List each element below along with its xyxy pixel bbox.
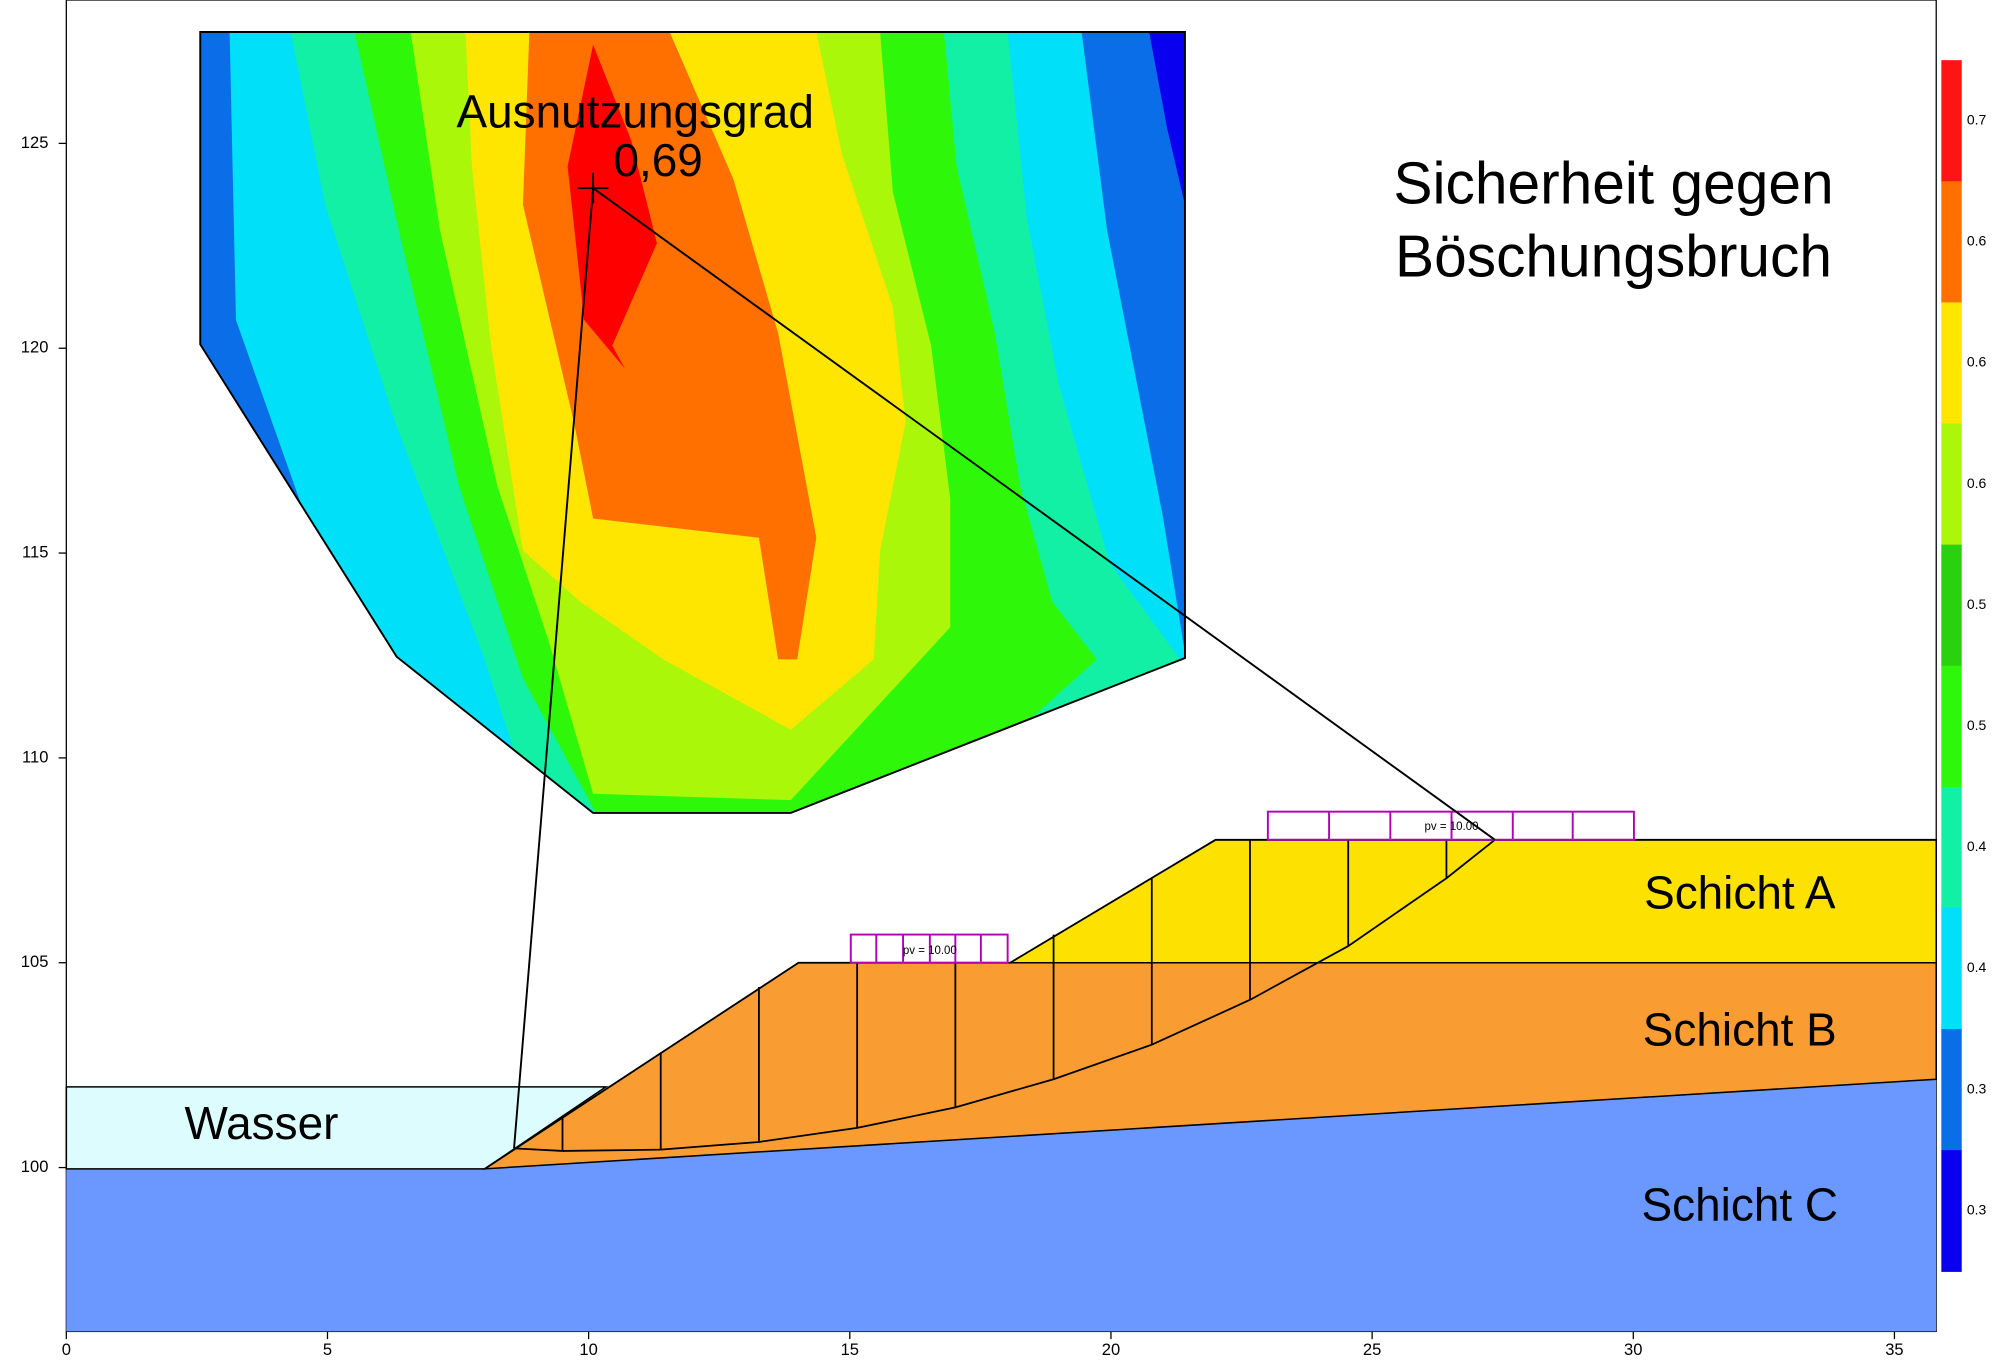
layer-label: Schicht C — [1642, 1179, 1838, 1231]
contour-outline — [199, 31, 1186, 814]
slip-surface — [513, 839, 1496, 1152]
x-tick-label: 25 — [1363, 1340, 1381, 1359]
y-tick-label: 100 — [21, 1157, 49, 1176]
zoom-line — [592, 187, 1496, 841]
colorbar-swatch — [1941, 60, 1962, 182]
colorbar-label: 0.5 — [1967, 596, 1987, 612]
contour — [200, 32, 1185, 813]
band — [567, 44, 657, 369]
colorbar-label: 0.7 — [1967, 111, 1987, 127]
load-label: pv = 10.00 — [1425, 821, 1479, 833]
colorbar-swatch — [1941, 1150, 1962, 1272]
colorbar-swatch — [1941, 665, 1962, 788]
colorbar-label: 0.5 — [1967, 717, 1987, 733]
colorbar-swatch — [1941, 423, 1962, 546]
x-tick-label: 15 — [841, 1340, 859, 1359]
y-tick-label: 110 — [22, 747, 48, 766]
x-tick-label: 5 — [323, 1340, 332, 1359]
title: Sicherheit gegen — [1393, 152, 1833, 217]
colorbar-swatch — [1941, 907, 1962, 1030]
x-tick-label: 30 — [1624, 1340, 1642, 1359]
annotation-value: 0,69 — [613, 134, 702, 186]
y-tick-label: 125 — [21, 133, 49, 152]
y-tick-label: 120 — [21, 338, 49, 357]
title: Böschungsbruch — [1395, 225, 1832, 290]
x-tick-label: 20 — [1102, 1340, 1120, 1359]
x-tick-label: 35 — [1885, 1340, 1903, 1359]
zoom-line — [513, 188, 595, 1149]
x-tick-label: 0 — [62, 1340, 71, 1359]
y-tick-label: 115 — [22, 542, 48, 561]
annotation-label: Ausnutzungsgrad — [457, 85, 814, 137]
colorbar-swatch — [1941, 544, 1962, 667]
colorbar-label: 0.6 — [1967, 475, 1987, 491]
load-label: pv = 10.00 — [903, 945, 957, 957]
x-tick-label: 10 — [579, 1340, 597, 1359]
slices — [561, 839, 1448, 1151]
colorbar-label: 0.4 — [1967, 959, 1987, 975]
colorbar-swatch — [1941, 786, 1962, 909]
colorbar-label: 0.4 — [1967, 838, 1987, 854]
colorbar-label: 0.6 — [1967, 354, 1987, 370]
colorbar-label: 0.3 — [1967, 1201, 1987, 1217]
colorbar-label: 0.6 — [1967, 233, 1987, 249]
layer-label: Schicht A — [1644, 866, 1836, 918]
axes: 0 5 10 15 20 25 30 35 100 105 110 115 120 125 — [21, 133, 1904, 1359]
colorbar-label: 0.3 — [1967, 1080, 1987, 1096]
colorbar: 0.7 0.6 0.6 0.6 0.5 0.5 0.4 0.4 0.3 0.3 — [1941, 60, 1987, 1272]
load-1 — [849, 933, 1009, 964]
water-label: Wasser — [185, 1097, 339, 1149]
load-2 — [1266, 810, 1635, 841]
y-tick-label: 105 — [21, 952, 49, 971]
colorbar-swatch — [1941, 181, 1962, 304]
layer-label: Schicht B — [1643, 1003, 1837, 1055]
max-marker — [577, 172, 609, 204]
layer-c — [66, 1079, 1937, 1332]
colorbar-swatch — [1941, 302, 1962, 425]
colorbar-swatch — [1941, 1029, 1962, 1151]
